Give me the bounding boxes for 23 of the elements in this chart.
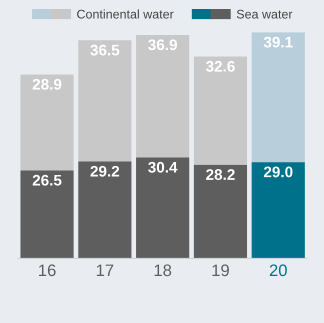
bar (20, 170, 74, 258)
data-label: 30.4 (148, 162, 178, 173)
x-tick-label: 18 (154, 264, 172, 276)
bar (136, 34, 190, 158)
legend-label: Sea water (236, 10, 292, 19)
data-label: 26.5 (32, 174, 62, 186)
data-label: 29.2 (90, 166, 120, 177)
bar (252, 32, 305, 162)
legend-label: Continental water (77, 9, 174, 19)
bar (78, 161, 132, 258)
data-label: 39.1 (264, 36, 293, 48)
bar (136, 157, 190, 258)
x-tick-label: 20 (270, 264, 287, 276)
x-tick-label: 16 (39, 264, 56, 276)
bar (252, 162, 305, 258)
x-tick-label: 17 (96, 264, 114, 276)
bar (194, 56, 248, 165)
bar (194, 164, 248, 258)
data-label: 28.2 (206, 169, 235, 180)
bar (78, 40, 132, 162)
x-tick-label: 19 (212, 264, 229, 276)
data-label: 29.0 (264, 166, 292, 178)
bar (20, 74, 74, 170)
